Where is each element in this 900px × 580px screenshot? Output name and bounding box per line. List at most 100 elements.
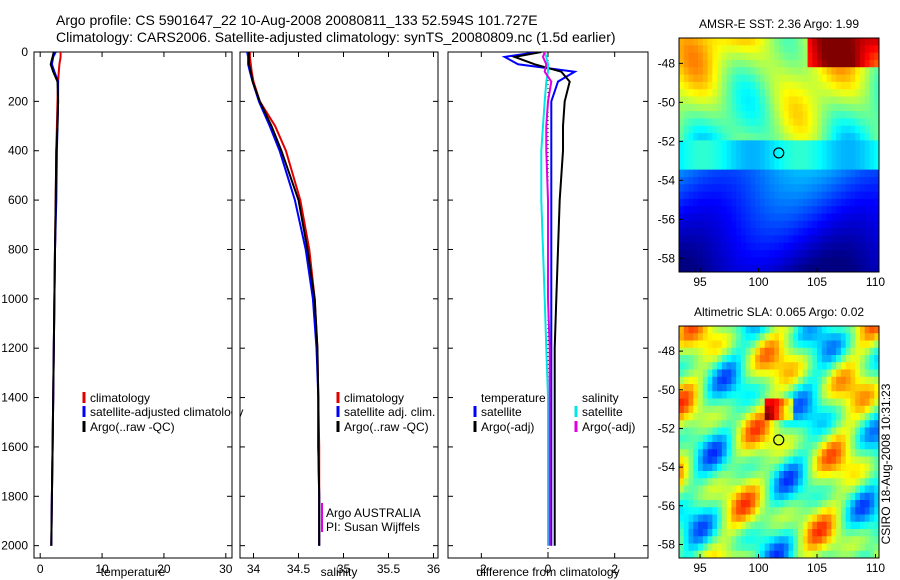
sst-map-ytick-label: -54 — [658, 173, 676, 187]
sla-map-cell — [850, 384, 856, 392]
sst-map-cell — [817, 184, 823, 192]
sst-map-cell — [702, 184, 708, 192]
difference-xtick-label: 2 — [611, 562, 618, 576]
sla-map-cell — [698, 492, 704, 501]
sla-map-cell — [788, 405, 794, 414]
sst-map-cell — [874, 155, 880, 163]
sla-map-cell — [726, 355, 732, 363]
sla-map-cell — [731, 427, 737, 436]
sla-map-cell — [826, 449, 832, 457]
sst-map-cell — [817, 59, 823, 68]
sla-map-cell — [717, 536, 723, 544]
sst-map-cell — [826, 191, 832, 200]
sla-map-cell — [774, 347, 780, 356]
sst-map-cell — [717, 176, 723, 185]
difference-series-group — [501, 52, 578, 546]
sst-map-cell — [702, 147, 708, 156]
sst-map-cell — [740, 264, 747, 273]
sla-map-cell — [698, 514, 704, 523]
sla-map-cell — [679, 405, 685, 414]
sst-map-cell — [802, 67, 808, 75]
sst-map-cell — [755, 59, 761, 68]
sst-map-cell — [831, 111, 837, 119]
sst-map-cell — [869, 52, 875, 61]
sst-map-cell — [679, 52, 685, 61]
sst-map-cell — [855, 147, 861, 156]
sst-map-cell — [802, 220, 808, 229]
sst-map-cell — [793, 257, 799, 266]
sla-map-cell — [726, 463, 732, 472]
sst-map-cell — [845, 213, 851, 222]
sst-map-cell — [731, 213, 737, 222]
sla-map-cell — [736, 463, 742, 472]
sla-map-cell — [698, 478, 704, 486]
sst-map-cell — [764, 74, 770, 83]
sst-map-cell — [821, 242, 828, 251]
sst-map-cell — [759, 191, 766, 200]
sst-map-cell — [821, 257, 828, 266]
sla-map-cell — [693, 507, 699, 515]
sst-map-cell — [859, 184, 866, 192]
sst-map-cell — [769, 59, 775, 68]
sst-map-title: AMSR-E SST: 2.36 Argo: 1.99 — [699, 17, 859, 31]
sst-map-cell — [740, 118, 747, 127]
sla-map-cell — [688, 463, 694, 472]
sst-map-cell — [731, 118, 737, 127]
sst-map-cell — [817, 103, 823, 112]
sla-map-cell — [726, 434, 732, 443]
sla-map-cell — [831, 456, 837, 465]
sst-map-cell — [788, 67, 794, 75]
sst-map-cell — [798, 162, 804, 171]
sla-map-cell — [802, 463, 808, 472]
sla-map-cell — [793, 413, 799, 421]
sst-map-cell — [840, 213, 847, 222]
depth-tick-label: 1000 — [1, 292, 28, 306]
sla-map-cell — [817, 384, 823, 392]
sst-map-cell — [721, 118, 728, 127]
sla-map-cell — [869, 362, 875, 370]
sst-map-cell — [717, 155, 723, 163]
sst-map-cell — [740, 52, 747, 61]
sst-map-cell — [721, 96, 728, 105]
sla-map-cell — [864, 514, 870, 523]
sla-map-cell — [817, 413, 823, 421]
sla-map-cell — [698, 500, 704, 508]
sla-map-xtick-label: 95 — [693, 561, 707, 575]
sla-map-cell — [855, 449, 861, 457]
sla-map-cell — [717, 507, 723, 515]
sst-map-cell — [802, 103, 808, 112]
sst-map-cell — [802, 176, 808, 185]
sst-map-cell — [712, 125, 718, 134]
sla-map-cell — [807, 478, 813, 486]
sla-map-cell — [807, 333, 813, 341]
sla-map-cell — [845, 391, 851, 399]
sla-map-cell — [798, 507, 804, 515]
sst-map-cell — [740, 162, 747, 171]
sla-map-cell — [693, 391, 699, 399]
sst-map-cell — [769, 191, 775, 200]
sla-map-cell — [826, 347, 832, 356]
sst-map-cell — [793, 264, 799, 273]
sst-map-cell — [855, 103, 861, 112]
sst-map-cell — [859, 213, 866, 222]
sst-map-cell — [859, 67, 866, 75]
sla-map-cell — [807, 427, 813, 436]
sst-map-cell — [831, 220, 837, 229]
sla-map-cell — [745, 478, 751, 486]
sst-map-cell — [831, 96, 837, 105]
sla-map-cell — [779, 471, 785, 479]
salinity-xtick-label: 34 — [247, 562, 261, 576]
sla-map-cell — [793, 536, 799, 544]
sla-map-cell — [707, 471, 713, 479]
sla-map-cell — [693, 376, 699, 385]
sst-map-cell — [731, 38, 737, 46]
sst-map-cell — [769, 228, 775, 236]
sst-map-cell — [788, 38, 794, 46]
sla-map-cell — [831, 398, 837, 407]
sst-map-cell — [745, 96, 751, 105]
sla-map-cell — [864, 376, 870, 385]
sla-map-cell — [798, 420, 804, 428]
sst-map-cell — [836, 250, 842, 258]
sla-map-cell — [874, 492, 880, 501]
sla-map-cell — [745, 362, 751, 370]
